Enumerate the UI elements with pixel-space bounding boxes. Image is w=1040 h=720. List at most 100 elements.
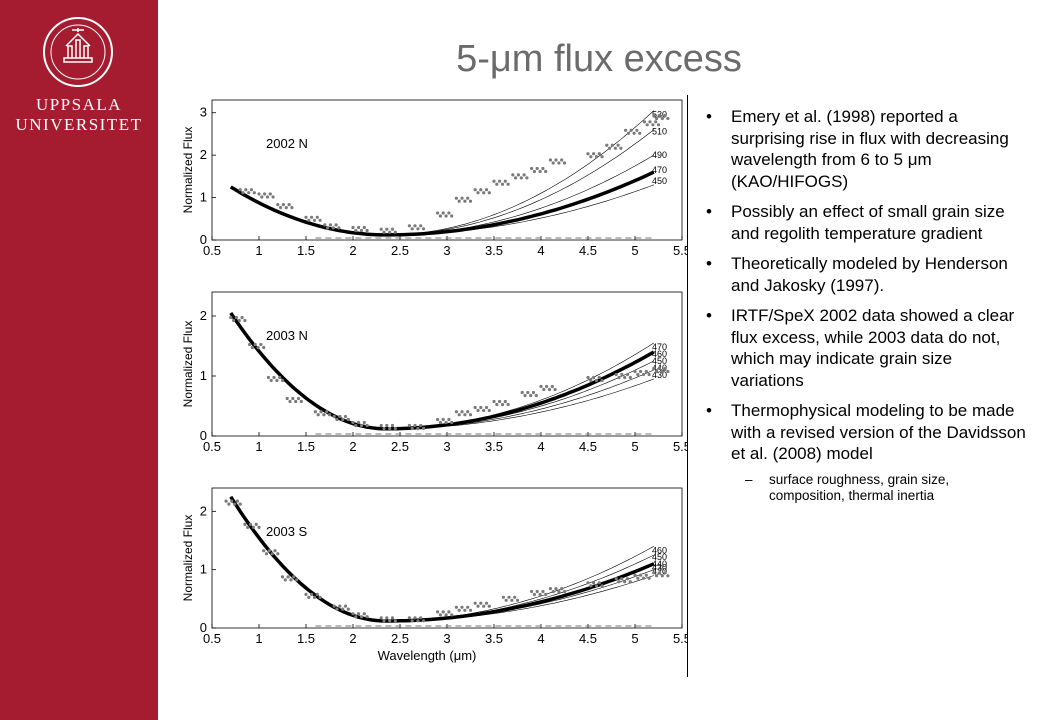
data-point: [651, 123, 655, 127]
data-point: [639, 369, 643, 374]
data-point: [316, 413, 320, 417]
data-point: [663, 113, 667, 118]
data-point: [506, 402, 510, 407]
data-point: [463, 413, 467, 417]
data-point: [548, 158, 552, 162]
x-tick-label: 1: [255, 243, 262, 258]
data-point: [341, 417, 345, 422]
data-point: [237, 318, 241, 323]
data-point: [660, 369, 664, 374]
x-tick-label: 5: [631, 439, 638, 454]
data-point: [244, 188, 248, 192]
brand-line-1: UPPSALA: [35, 95, 123, 114]
data-point: [257, 525, 261, 529]
y-tick-label: 1: [200, 190, 207, 205]
data-point: [310, 592, 314, 596]
bullet-text: Emery et al. (1998) reported a surprisin…: [731, 107, 1009, 191]
data-point: [441, 417, 445, 422]
y-tick-label: 0: [200, 232, 207, 247]
data-point: [648, 120, 652, 124]
bullet-text: Possibly an effect of small grain size a…: [731, 202, 1005, 243]
data-point: [476, 191, 480, 195]
data-point: [346, 607, 350, 611]
data-point: [252, 191, 256, 195]
data-point: [620, 372, 624, 377]
data-point: [466, 196, 470, 200]
data-point: [551, 161, 555, 165]
data-point: [655, 574, 659, 578]
data-point: [487, 604, 491, 608]
bullet-item: • Theoretically modeled by Henderson and …: [706, 253, 1026, 296]
data-point: [513, 595, 517, 599]
data-point: [633, 369, 637, 374]
figure-charts: 0.5 1 1.5 2 2.5 3 3.5 4 4.5 5 5.5 0 1 2 3 Normalized Fl…: [181, 99, 691, 663]
x-tick-label: 1.5: [297, 631, 315, 646]
data-point: [419, 616, 423, 620]
data-point: [326, 226, 330, 230]
data-point: [652, 366, 656, 371]
data-point: [605, 143, 609, 147]
data-point: [262, 345, 266, 350]
data-point: [341, 607, 345, 611]
data-point: [635, 128, 639, 132]
x-tick-label: 4.5: [579, 439, 597, 454]
x-tick-label: 0.5: [203, 631, 221, 646]
data-point: [663, 571, 667, 575]
data-point: [479, 601, 483, 605]
data-point: [500, 182, 505, 186]
data-point: [557, 590, 561, 594]
model-curve: [230, 496, 654, 622]
plot-frame: [211, 487, 683, 629]
data-point: [421, 426, 426, 431]
data-point: [526, 390, 530, 395]
data-point: [416, 619, 420, 623]
data-point: [438, 613, 442, 617]
data-point: [441, 610, 445, 614]
data-point: [279, 206, 283, 210]
x-axis-label: Wavelength (μm): [378, 648, 477, 663]
x-tick-label: 2: [349, 439, 356, 454]
data-point: [243, 318, 247, 323]
bullet-marker: •: [706, 254, 712, 273]
x-tick-label: 1.5: [297, 243, 315, 258]
data-point: [657, 113, 661, 118]
data-point: [594, 155, 599, 159]
data-point: [625, 577, 630, 581]
data-point: [450, 613, 454, 617]
data-point: [304, 215, 308, 219]
model-curve-label: 460: [652, 545, 667, 555]
data-point: [359, 423, 364, 428]
data-point: [238, 188, 242, 192]
data-point: [482, 408, 486, 413]
model-curve: [230, 496, 654, 622]
data-point: [542, 387, 546, 392]
data-point: [562, 161, 567, 165]
x-tick-label: 5.5: [673, 631, 688, 646]
data-point: [597, 375, 601, 380]
data-point: [666, 369, 670, 374]
data-point: [365, 423, 369, 428]
data-point: [249, 188, 254, 192]
data-point: [365, 615, 369, 619]
data-point: [289, 578, 293, 582]
data-point: [312, 595, 317, 599]
data-point: [379, 227, 383, 231]
data-point: [617, 580, 621, 584]
data-point: [592, 375, 596, 380]
data-point: [337, 226, 341, 230]
data-point: [519, 176, 523, 180]
data-point: [473, 188, 477, 192]
data-point: [647, 576, 651, 580]
x-tick-label: 5: [631, 631, 638, 646]
data-point: [346, 417, 350, 422]
data-point: [657, 571, 661, 575]
x-tick-label: 5.5: [673, 439, 688, 454]
data-point: [276, 203, 280, 207]
data-point: [482, 604, 486, 608]
data-point: [354, 615, 358, 619]
data-point: [280, 575, 285, 579]
data-point: [273, 549, 277, 553]
data-point: [638, 131, 642, 135]
data-point: [636, 372, 640, 377]
data-point: [251, 525, 255, 529]
